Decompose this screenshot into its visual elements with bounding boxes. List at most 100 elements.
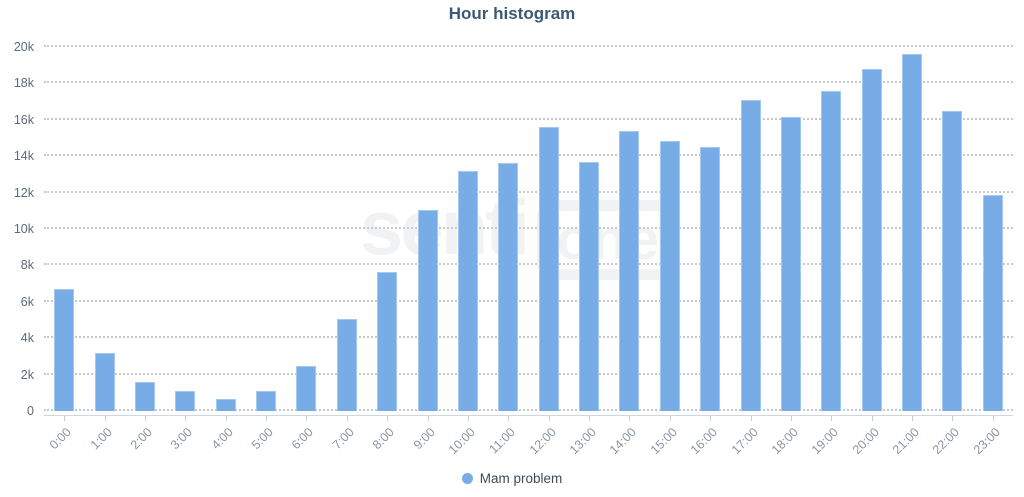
- bar-8:00[interactable]: [377, 271, 398, 411]
- x-axis-label: 1:00: [87, 425, 115, 453]
- gridline: [44, 190, 1013, 193]
- x-axis-label: 10:00: [445, 425, 478, 458]
- bar-9:00[interactable]: [417, 209, 438, 411]
- gridline: [44, 299, 1013, 302]
- bars-layer: [44, 47, 1013, 411]
- bar-slot: [44, 47, 84, 411]
- bar-slot: [529, 47, 569, 411]
- x-axis-label: 11:00: [486, 425, 519, 457]
- chart-title: Hour histogram: [448, 4, 576, 23]
- bar-7:00[interactable]: [336, 319, 357, 411]
- gridline: [44, 409, 1013, 411]
- x-axis-label: 19:00: [809, 425, 842, 458]
- bar-slot: [852, 47, 892, 411]
- bar-18:00[interactable]: [780, 117, 801, 411]
- x-axis-tick: [710, 416, 712, 421]
- gridline: [44, 227, 1013, 229]
- x-axis-label: 17:00: [728, 425, 761, 458]
- x-axis-tick: [64, 416, 66, 421]
- x-axis-tick: [387, 416, 389, 421]
- bar-5:00[interactable]: [256, 390, 277, 411]
- bar-15:00[interactable]: [659, 140, 680, 411]
- bar-13:00[interactable]: [579, 161, 600, 411]
- bar-11:00[interactable]: [498, 163, 519, 411]
- x-axis-tick: [629, 416, 631, 421]
- x-axis-tick: [871, 416, 873, 421]
- bar-16:00[interactable]: [700, 147, 721, 411]
- bar-3:00[interactable]: [175, 390, 196, 411]
- x-axis-label: 5:00: [248, 425, 276, 453]
- y-axis-label: 18k: [13, 76, 34, 91]
- x-axis-label: 6:00: [289, 425, 317, 453]
- legend-item-mam-problem[interactable]: Mam problem: [0, 467, 1024, 489]
- x-axis-line: [44, 415, 1013, 416]
- y-axis-labels: 0 2k 4k 6k 8k 10k 12k 14k 16k 18k 20k: [0, 40, 34, 418]
- gridline: [44, 336, 1013, 339]
- bar-slot: [165, 47, 205, 411]
- x-axis-tick: [952, 416, 954, 421]
- x-axis-tick: [831, 416, 833, 421]
- bar-20:00[interactable]: [861, 68, 882, 411]
- bar-slot: [286, 47, 326, 411]
- x-axis-label: 21:00: [889, 425, 922, 458]
- bar-22:00[interactable]: [942, 110, 963, 411]
- bar-0:00[interactable]: [54, 289, 75, 411]
- bar-slot: [771, 47, 811, 411]
- bar-12:00[interactable]: [538, 127, 559, 411]
- bar-slot: [892, 47, 932, 411]
- x-axis-tick: [346, 416, 348, 421]
- bar-6:00[interactable]: [296, 365, 317, 411]
- bar-slot: [488, 47, 528, 411]
- x-axis-label: 20:00: [849, 425, 882, 458]
- bar-2:00[interactable]: [134, 381, 155, 411]
- bar-slot: [206, 47, 246, 411]
- x-axis-label: 18:00: [768, 425, 801, 458]
- bar-slot: [367, 47, 407, 411]
- x-axis-tick: [589, 416, 591, 421]
- bar-14:00[interactable]: [619, 130, 640, 411]
- bar-10:00[interactable]: [457, 170, 478, 411]
- plot-area: [44, 45, 1013, 411]
- y-axis-label: 2k: [20, 367, 34, 382]
- y-axis-label: 10k: [13, 222, 34, 236]
- bar-slot: [730, 47, 770, 411]
- bar-slot: [448, 47, 488, 411]
- x-axis-label: 13:00: [566, 425, 599, 458]
- x-axis-label: 16:00: [688, 425, 721, 458]
- bar-21:00[interactable]: [902, 54, 923, 411]
- gridline: [44, 263, 1013, 266]
- bar-17:00[interactable]: [740, 99, 761, 411]
- x-axis-tick: [750, 416, 752, 421]
- y-axis-label: 12k: [13, 185, 34, 200]
- y-axis-label: 0: [27, 404, 34, 418]
- watermark-text-one: one: [556, 207, 660, 272]
- x-axis-label: 0:00: [46, 425, 75, 453]
- y-axis-label: 8k: [20, 258, 34, 273]
- x-axis-tick: [427, 416, 429, 421]
- gridline: [44, 45, 1013, 47]
- bar-1:00[interactable]: [94, 352, 115, 411]
- bar-23:00[interactable]: [982, 195, 1003, 411]
- x-axis-tick: [548, 416, 550, 421]
- y-axis-label: 6k: [20, 294, 34, 309]
- y-axis-label: 4k: [20, 331, 34, 346]
- y-axis-label: 20k: [13, 40, 34, 54]
- gridline: [44, 372, 1013, 375]
- bar-4:00[interactable]: [215, 398, 236, 411]
- bar-slot: [609, 47, 649, 411]
- legend-marker-dot: [461, 472, 473, 484]
- bar-19:00[interactable]: [821, 90, 842, 411]
- y-axis-label: 14k: [13, 149, 34, 164]
- bar-slot: [125, 47, 165, 411]
- bar-slot: [690, 47, 730, 411]
- x-axis-tick: [225, 416, 227, 421]
- x-axis-label: 7:00: [329, 425, 357, 453]
- bar-slot: [407, 47, 447, 411]
- bar-slot: [327, 47, 367, 411]
- gridline: [44, 117, 1013, 120]
- x-axis-label: 2:00: [127, 425, 155, 453]
- bar-slot: [84, 47, 124, 411]
- x-axis-tick: [266, 416, 268, 421]
- x-axis-label: 14:00: [607, 425, 640, 458]
